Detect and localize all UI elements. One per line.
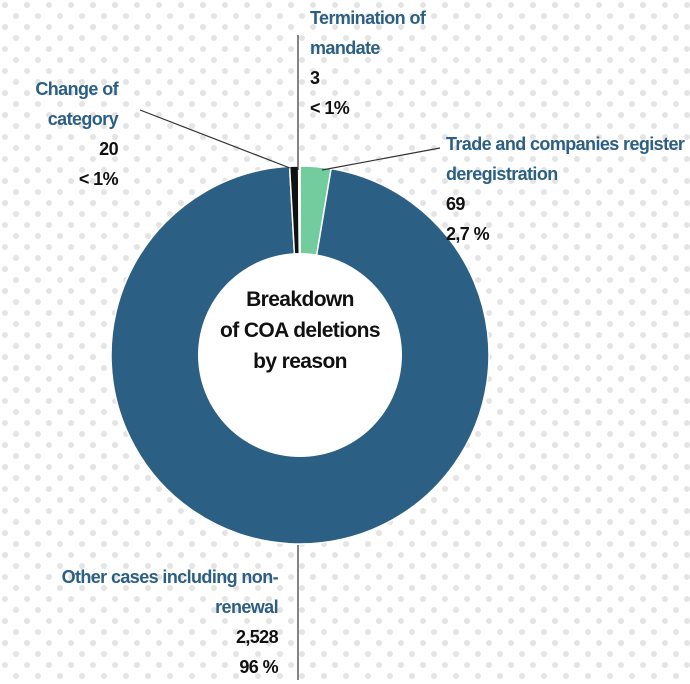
leader-line xyxy=(139,109,291,169)
slice-label: Other cases including non-renewal 2,528 … xyxy=(38,562,279,682)
category-label: Termination of mandate xyxy=(310,8,426,58)
chart-title: Breakdown of COA deletions by reason xyxy=(180,284,420,377)
value-label: 3 xyxy=(310,68,320,88)
category-label: Other cases including non-renewal xyxy=(61,567,279,617)
category-label: Change of category xyxy=(35,79,118,129)
share-label: < 1% xyxy=(78,169,119,189)
slice-label: Change of category 20 < 1% xyxy=(0,74,118,194)
category-label: Trade and companies register deregistrat… xyxy=(446,134,685,184)
leader-line xyxy=(321,147,441,171)
title-line: of COA deletions xyxy=(220,319,381,342)
share-label: 2,7 % xyxy=(446,224,490,244)
title-line: by reason xyxy=(253,350,347,373)
donut-slice xyxy=(297,165,301,356)
value-label: 2,528 xyxy=(235,627,279,647)
share-label: < 1% xyxy=(310,98,350,118)
value-label: 69 xyxy=(446,194,465,214)
slice-label: Trade and companies register deregistrat… xyxy=(446,129,689,249)
share-label: 96 % xyxy=(239,657,278,677)
donut-hole xyxy=(198,253,402,457)
title-line: Breakdown xyxy=(246,288,354,311)
value-label: 20 xyxy=(99,139,118,159)
slice-label: Termination of mandate 3 < 1% xyxy=(310,3,450,123)
